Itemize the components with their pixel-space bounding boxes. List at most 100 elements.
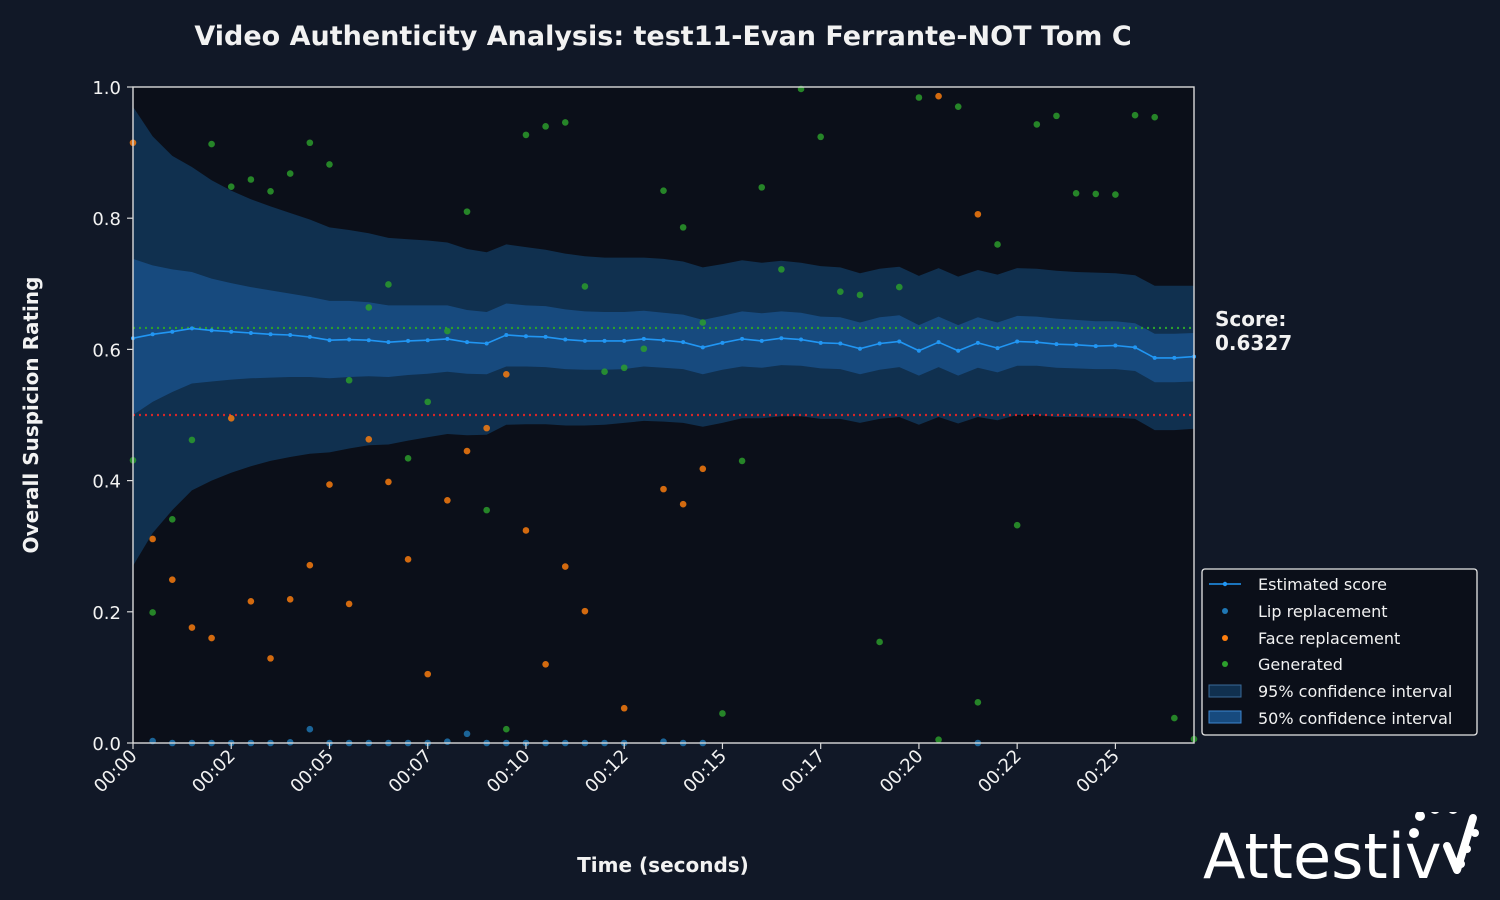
face-replacement-point [581,607,589,615]
generated-point [778,266,785,273]
legend-swatch-marker [1222,581,1228,587]
face-replacement-point [561,563,569,570]
estimated-score-point [307,334,312,339]
estimated-score-point [1015,339,1020,344]
face-replacement-point [522,527,530,534]
legend-item-ci95: 95% confidence interval [1208,682,1452,701]
estimated-score-point [484,341,489,346]
y-tick-label: 0.6 [92,340,121,361]
y-tick-label: 0.0 [92,734,121,755]
generated-point [817,133,824,141]
estimated-score-point [504,332,509,337]
estimated-score-point [425,338,430,343]
face-replacement-point [247,598,255,605]
generated-point [1092,190,1100,198]
ci50-band [133,258,1194,415]
lip-replacement-point [444,738,451,745]
estimated-score-point [229,329,234,334]
face-replacement-point [404,556,412,563]
legend-item-generated: Generated [1222,655,1343,674]
generated-point [876,638,883,646]
estimated-score-point [189,326,194,331]
generated-point [1013,521,1021,529]
generated-point [1033,121,1041,128]
logo-dot [1471,829,1479,837]
legend-item-lip: Lip replacement [1222,602,1388,621]
generated-point [935,736,942,744]
generated-point [895,283,903,291]
legend-item-face: Face replacement [1222,629,1400,648]
plot-frame [132,86,1195,744]
estimated-score-point [1133,345,1138,350]
legend-label-generated: Generated [1258,655,1343,674]
legend: Estimated score Lip replacement Face rep… [1201,568,1478,736]
face-replacement-point [306,561,314,569]
generated-point [1053,112,1060,120]
estimated-score-point [602,338,607,343]
generated-point [227,183,235,191]
estimated-score-point [995,346,1000,351]
estimated-score-point [700,345,705,350]
logo-check-mark [1443,814,1477,874]
legend-label-lip: Lip replacement [1258,602,1388,621]
generated-point [954,103,962,110]
estimated-score-point [209,328,214,333]
generated-point [640,345,648,353]
estimated-score-point [268,332,273,337]
generated-point [247,176,255,183]
y-tick-label: 0.8 [92,209,121,230]
generated-point [837,288,844,295]
generated-point [286,170,294,177]
logo-dot [1415,812,1425,821]
generated-point [1171,714,1178,722]
estimated-score-point [366,338,371,343]
generated-point [444,327,451,335]
generated-point [1151,113,1159,121]
estimated-score-point [740,336,745,341]
face-replacement-point [168,576,176,583]
estimated-score-point [248,331,253,335]
score-label: Score: [1215,307,1286,331]
legend-swatch-face [1222,635,1228,641]
lip-replacement-point [463,730,471,738]
generated-point [483,506,490,514]
generated-point [660,187,667,194]
estimated-score-point [838,341,843,346]
generated-point [326,161,333,168]
face-replacement-point [699,465,707,473]
face-replacement-point [620,704,628,712]
face-replacement-point [188,624,196,631]
legend-label-ci50: 50% confidence interval [1258,709,1452,728]
legend-swatch-lip [1222,608,1228,614]
face-replacement-point [444,496,451,504]
generated-point [345,376,353,384]
generated-point [168,516,176,523]
estimated-score-point [779,336,784,341]
attestiv-logo: Attestiv [1203,812,1479,892]
legend-item-estimated: Estimated score [1209,575,1387,594]
generated-point [404,454,412,462]
generated-point [974,699,982,706]
chart-title: Video Authenticity Analysis: test11-Evan… [194,21,1131,52]
estimated-score-point [916,348,921,353]
legend-swatch-ci95 [1208,684,1242,698]
estimated-score-point [327,338,332,343]
estimated-score-point [543,334,548,339]
face-replacement-point [385,478,392,486]
face-replacement-point [679,500,687,508]
estimated-score-point [1152,355,1157,360]
estimated-score-point [681,340,686,345]
face-replacement-point [227,414,235,422]
face-replacement-point [483,424,490,432]
estimated-score-point [150,332,155,337]
estimated-score-point [759,338,764,343]
generated-point [463,208,471,215]
generated-point [719,710,726,717]
estimated-score-point [641,336,646,341]
estimated-score-point [818,340,823,345]
generated-point [915,94,923,101]
generated-point [699,319,707,326]
estimated-score-point [1113,343,1118,348]
estimated-score-point [1093,344,1098,349]
